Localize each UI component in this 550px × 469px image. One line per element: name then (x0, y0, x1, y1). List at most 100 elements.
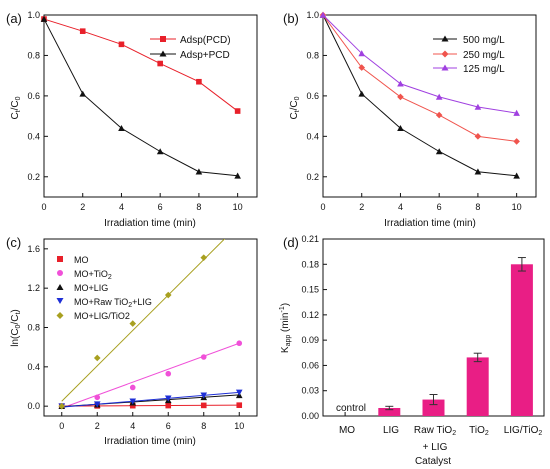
data-point-mo-tio2 (165, 370, 172, 377)
legend-item-mo: MO (57, 255, 89, 265)
x-tick-label: 0 (320, 202, 325, 212)
y-tick-label: 0.6 (27, 91, 40, 101)
panel-d-letter: (d) (283, 235, 299, 250)
fit-line-mo-tio2 (61, 342, 240, 409)
category-label-lig-tio2: LIG/TiO2 (504, 425, 543, 437)
x-tick-label: 4 (130, 421, 135, 431)
y-tick-label: 1.0 (27, 10, 40, 20)
y-tick-label: 0.4 (27, 362, 40, 372)
data-point-mo (200, 402, 207, 409)
series-line-adsp-pcd- (43, 18, 238, 112)
panel-c-series (58, 239, 243, 410)
legend-marker-triangle (56, 284, 64, 290)
legend-item-125: 125 mg/L (433, 64, 505, 75)
panel-b-ticks: 0 2 4 6 8 10 0.2 0.4 0.6 0.8 1.0 (306, 10, 521, 212)
data-point-250-mg-l (474, 133, 482, 140)
data-point-mo (129, 402, 136, 409)
legend-marker-triangle (441, 64, 449, 71)
panel-d-frame (322, 238, 545, 417)
data-point-500-mg-l (474, 168, 482, 175)
category-label-lig: LIG (383, 425, 399, 436)
x-tick-label: 10 (512, 202, 522, 212)
y-tick-label: 1.6 (27, 244, 40, 254)
legend-marker-triangle (441, 35, 449, 42)
x-tick-label: 8 (475, 202, 480, 212)
panel-a: (a) 0 2 4 6 8 10 0.2 0.4 0.6 0.8 1.0 Irradiation t… (6, 10, 258, 229)
x-tick-label: 10 (233, 202, 243, 212)
x-tick-label: 2 (95, 421, 100, 431)
data-point-mo-raw-tio2-lig (164, 395, 172, 402)
data-point-250-mg-l (513, 138, 520, 145)
legend-marker-diamond (56, 312, 64, 319)
panel-d-xlabel: Catalyst (415, 456, 451, 467)
y-tick-label: 0.12 (301, 310, 319, 320)
panel-a-ylabel: Ct/C0 (10, 96, 22, 119)
y-tick-label: 0.2 (27, 172, 40, 182)
y-tick-label: 0.2 (306, 172, 319, 182)
x-tick-label: 0 (59, 421, 64, 431)
panel-c-legend: MO MO+TiO2 MO+LIG MO+Raw TiO2+LIG MO+LIG… (56, 255, 152, 321)
series-line-250-mg-l (322, 14, 517, 142)
data-point-250-mg-l (358, 64, 366, 71)
legend-item-adsp-plus-pcd: Adsp+PCD (150, 50, 230, 61)
legend-marker-square (160, 36, 166, 42)
data-point-adsp-pcd (195, 168, 203, 175)
legend-item-500: 500 mg/L (433, 35, 505, 46)
legend-marker-circle (57, 270, 63, 276)
panel-b-frame (322, 14, 537, 198)
legend-marker-diamond (441, 50, 449, 58)
category-label-raw-tio2-lig-line2: + LIG (423, 442, 448, 453)
y-tick-label: 0.4 (27, 131, 40, 141)
panel-b-legend: 500 mg/L 250 mg/L 125 mg/L (433, 35, 505, 75)
bar-3 (466, 357, 489, 416)
legend-label: 500 mg/L (463, 35, 505, 46)
panel-d-bars (378, 257, 533, 416)
data-point-125-mg-l (358, 50, 366, 57)
category-label-mo: MO (339, 425, 355, 436)
data-point-mo-tio2 (200, 354, 207, 360)
data-point-500-mg-l (397, 124, 404, 132)
x-tick-label: 6 (158, 202, 163, 212)
legend-item-adsp-pcd: Adsp(PCD) (150, 35, 231, 46)
series-line-500-mg-l (322, 14, 517, 177)
category-label-raw-tio2-lig: Raw TiO2 (414, 425, 456, 437)
panel-b-ylabel: Ct/C0 (289, 96, 301, 119)
y-tick-label: 0.09 (301, 335, 319, 345)
legend-item-mo-tio2: MO+TiO2 (57, 269, 112, 281)
legend-label: MO+LIG/TiO2 (74, 311, 130, 321)
data-point-adsp-pcd (118, 124, 125, 132)
legend-label: Adsp+PCD (180, 50, 230, 61)
x-tick-label: 6 (166, 421, 171, 431)
data-point-125-mg-l (397, 80, 404, 87)
fit-line-mo (61, 404, 240, 407)
bar-2 (422, 399, 445, 416)
data-point-mo-lig-tio2 (93, 354, 101, 362)
y-tick-label: 0.8 (27, 323, 40, 333)
data-point-adsp-pcd (79, 90, 87, 97)
bar-1 (378, 407, 401, 416)
data-point-adsp-pcd (40, 15, 48, 22)
x-tick-label: 8 (201, 421, 206, 431)
series-line-adsp-pcd (43, 18, 238, 177)
series-line-125-mg-l (322, 14, 517, 114)
x-tick-label: 4 (398, 202, 403, 212)
legend-label: MO (74, 255, 89, 265)
y-tick-label: 0.03 (301, 386, 319, 396)
data-point-mo-raw-tio2-lig (129, 398, 137, 405)
y-tick-label: 0.00 (301, 411, 319, 421)
legend-label: 125 mg/L (463, 64, 505, 75)
data-point-mo-raw-tio2-lig (93, 401, 101, 408)
data-point-adsp-pcd (156, 148, 164, 155)
legend-label: Adsp(PCD) (180, 35, 231, 46)
data-point-125-mg-l (513, 109, 520, 116)
data-point-125-mg-l (435, 93, 443, 100)
data-point-adsp-pcd- (234, 108, 241, 114)
panel-a-frame (43, 14, 258, 198)
bar-4 (510, 264, 533, 416)
data-point-adsp-pcd- (196, 78, 202, 85)
panel-c-letter: (c) (6, 235, 21, 250)
data-point-125-mg-l (319, 11, 327, 18)
panel-d: (d) 0.00 0.03 0.06 0.09 0.12 0.15 0.18 0.21 con… (279, 234, 545, 467)
fit-line-mo-raw-tio2-lig (61, 391, 240, 408)
